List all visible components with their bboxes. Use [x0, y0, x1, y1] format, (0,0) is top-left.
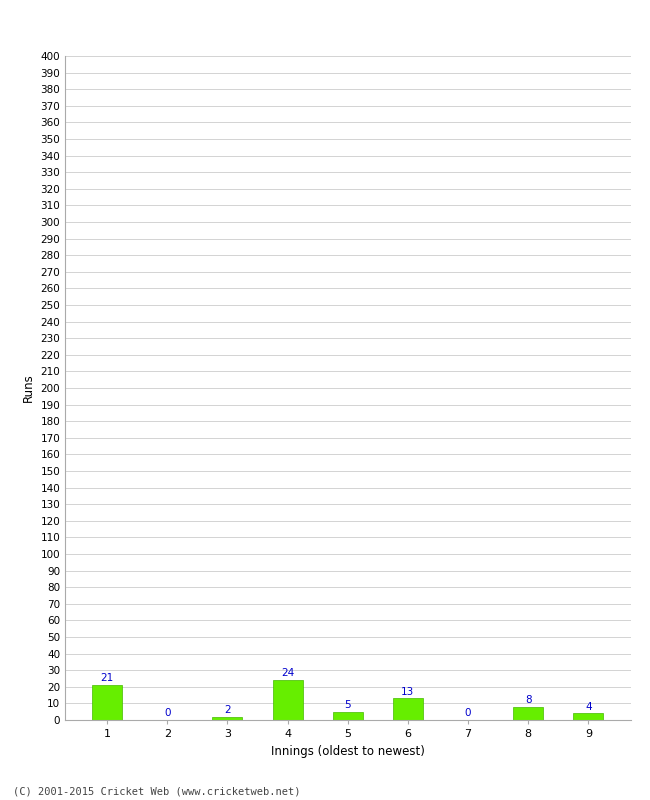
- Bar: [393, 698, 423, 720]
- Text: 2: 2: [224, 705, 231, 715]
- Text: 8: 8: [525, 695, 532, 705]
- Text: 0: 0: [164, 708, 170, 718]
- Text: 13: 13: [401, 686, 415, 697]
- Bar: [514, 706, 543, 720]
- X-axis label: Innings (oldest to newest): Innings (oldest to newest): [271, 745, 424, 758]
- Text: 24: 24: [281, 669, 294, 678]
- Bar: [573, 714, 603, 720]
- Text: (C) 2001-2015 Cricket Web (www.cricketweb.net): (C) 2001-2015 Cricket Web (www.cricketwe…: [13, 786, 300, 796]
- Bar: [213, 717, 242, 720]
- Text: 4: 4: [585, 702, 592, 712]
- Text: 21: 21: [101, 674, 114, 683]
- Text: 5: 5: [344, 700, 351, 710]
- Text: 0: 0: [465, 708, 471, 718]
- Bar: [272, 680, 303, 720]
- Y-axis label: Runs: Runs: [22, 374, 35, 402]
- Bar: [92, 685, 122, 720]
- Bar: [333, 712, 363, 720]
